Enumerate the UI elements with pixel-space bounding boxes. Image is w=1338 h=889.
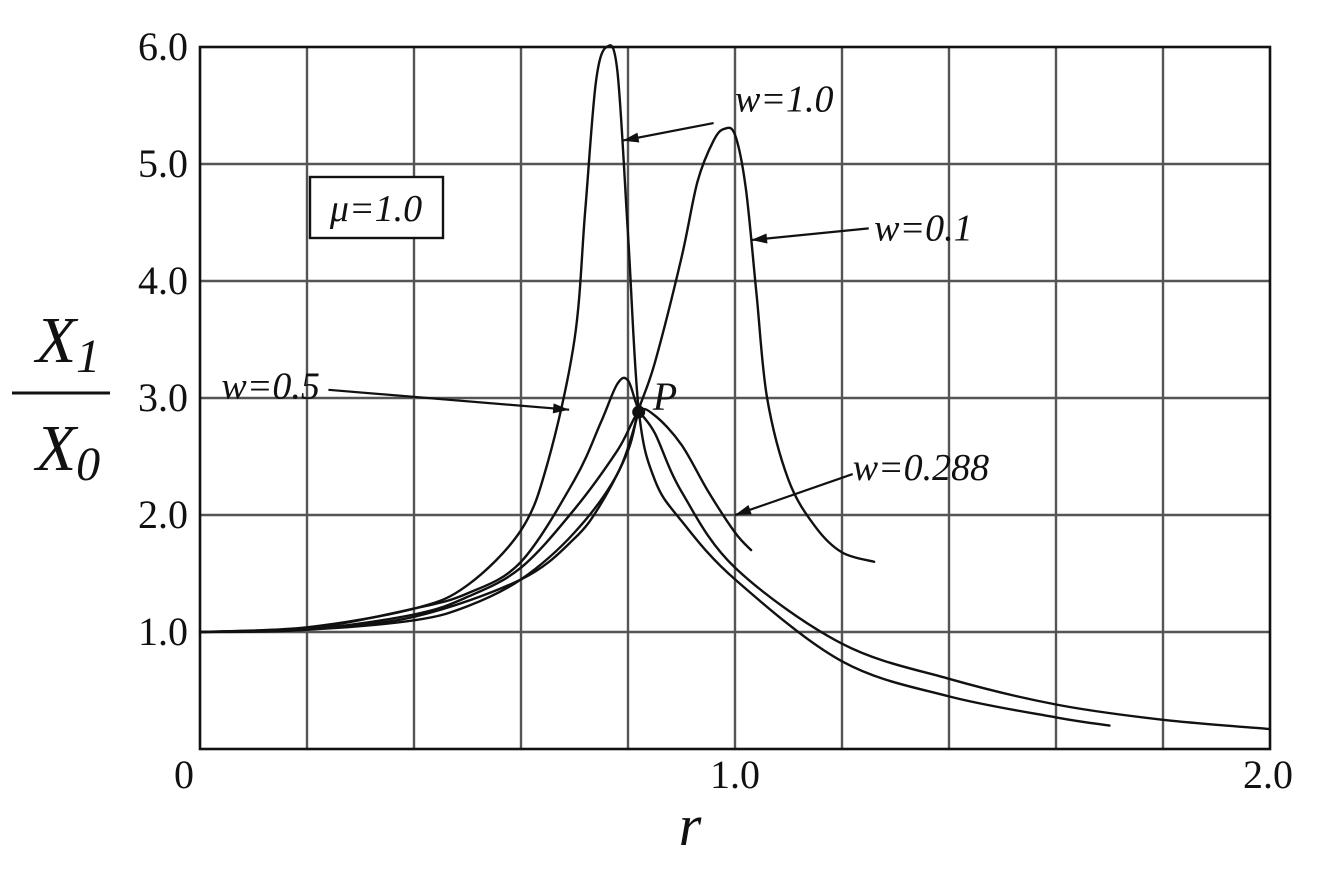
y-label-numerator-sub: 1 xyxy=(76,330,100,383)
y-tick-label: 5.0 xyxy=(138,141,188,186)
svg-text:X1: X1 xyxy=(33,304,100,383)
y-tick-label: 6.0 xyxy=(138,24,188,69)
y-label-denominator: X xyxy=(33,412,79,485)
y-axis-label: X1 X0 xyxy=(12,304,110,491)
point-p-label: P xyxy=(652,374,677,419)
y-tick-label: 2.0 xyxy=(138,492,188,537)
tick-labels: 1.0 2.0 3.0 4.0 5.0 6.0 0 1.0 2.0 xyxy=(138,24,1293,797)
mu-legend-label: μ=1.0 xyxy=(329,188,422,230)
grid xyxy=(200,47,1270,749)
annotation-leader-2 xyxy=(750,227,869,242)
x-tick-label: 2.0 xyxy=(1243,752,1293,797)
annotation-arrowhead-1 xyxy=(622,132,640,143)
series-line-5 xyxy=(198,410,640,634)
annotation-leader-3 xyxy=(328,388,570,411)
y-tick-label: 1.0 xyxy=(138,609,188,654)
x-tick-label: 1.0 xyxy=(710,752,760,797)
annotation-arrowhead-4 xyxy=(735,505,752,515)
annotation-arrowhead-2 xyxy=(751,233,768,244)
mu-legend-box: μ=1.0 xyxy=(308,175,445,240)
annotation-label-4: w=0.288 xyxy=(853,447,990,489)
annotation-label-1: w=1.0 xyxy=(735,79,834,121)
annotation-label-2: w=0.1 xyxy=(874,207,973,249)
annotation-label-3: w=0.5 xyxy=(221,365,320,407)
annotations: w=1.0 w=0.1 w=0.5 w=0.288 P xyxy=(221,79,990,517)
y-label-numerator: X xyxy=(33,304,79,377)
series-line-4 xyxy=(198,407,753,634)
y-tick-label: 4.0 xyxy=(138,258,188,303)
x-axis-label: r xyxy=(679,793,702,858)
annotation-arrowhead-3 xyxy=(552,403,570,414)
annotation-leader-4 xyxy=(734,473,854,517)
plot-frame xyxy=(198,45,1272,751)
point-p-marker xyxy=(632,405,646,419)
x-tick-label: 0 xyxy=(174,752,194,797)
series-line-1 xyxy=(198,44,1111,727)
y-tick-label: 3.0 xyxy=(138,375,188,420)
y-label-denominator-sub: 0 xyxy=(76,438,100,491)
svg-text:X0: X0 xyxy=(33,412,100,491)
